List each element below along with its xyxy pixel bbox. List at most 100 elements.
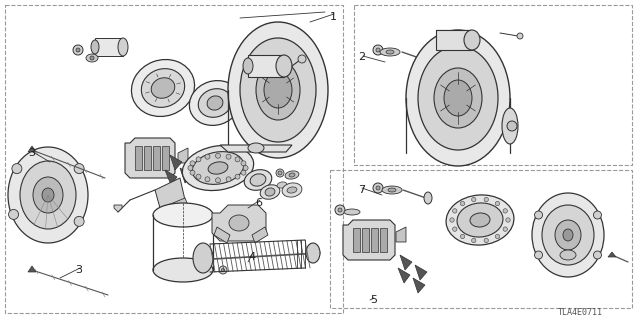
- Ellipse shape: [42, 188, 54, 202]
- Circle shape: [338, 208, 342, 212]
- Ellipse shape: [193, 243, 213, 273]
- Circle shape: [219, 266, 227, 274]
- Circle shape: [216, 178, 221, 183]
- Ellipse shape: [542, 205, 594, 265]
- Circle shape: [503, 227, 508, 231]
- Circle shape: [450, 218, 454, 222]
- Bar: [362, 228, 369, 252]
- Circle shape: [452, 227, 457, 231]
- Polygon shape: [114, 205, 122, 212]
- Polygon shape: [178, 148, 188, 163]
- Ellipse shape: [256, 60, 300, 120]
- Text: TLA4E0711: TLA4E0711: [557, 308, 602, 317]
- Bar: [354, 5, 632, 165]
- Ellipse shape: [306, 243, 320, 263]
- Circle shape: [495, 201, 500, 206]
- Ellipse shape: [563, 229, 573, 241]
- Polygon shape: [252, 227, 268, 243]
- Polygon shape: [155, 178, 185, 208]
- Circle shape: [517, 33, 523, 39]
- Circle shape: [76, 48, 80, 52]
- Polygon shape: [608, 252, 616, 257]
- Ellipse shape: [91, 40, 99, 54]
- Ellipse shape: [382, 186, 402, 194]
- Ellipse shape: [502, 108, 518, 144]
- Ellipse shape: [420, 53, 430, 67]
- Ellipse shape: [457, 203, 503, 237]
- Circle shape: [593, 251, 602, 259]
- Bar: [153, 146, 160, 170]
- Ellipse shape: [244, 170, 272, 190]
- Text: 3: 3: [28, 148, 35, 158]
- Bar: [353, 228, 360, 252]
- Polygon shape: [214, 227, 230, 243]
- Circle shape: [73, 45, 83, 55]
- Circle shape: [503, 209, 508, 213]
- Ellipse shape: [189, 81, 241, 125]
- Circle shape: [90, 56, 94, 60]
- Circle shape: [188, 165, 193, 171]
- Circle shape: [205, 154, 210, 159]
- Ellipse shape: [240, 38, 316, 142]
- Text: 1: 1: [330, 12, 337, 22]
- Ellipse shape: [192, 152, 244, 184]
- Ellipse shape: [208, 162, 228, 174]
- Ellipse shape: [8, 147, 88, 243]
- Polygon shape: [415, 265, 427, 280]
- Circle shape: [534, 251, 543, 259]
- Circle shape: [373, 45, 383, 55]
- Circle shape: [235, 157, 240, 162]
- Ellipse shape: [276, 55, 292, 77]
- Circle shape: [241, 170, 246, 175]
- Circle shape: [243, 165, 248, 171]
- Circle shape: [12, 164, 22, 174]
- Circle shape: [276, 169, 284, 177]
- Circle shape: [472, 238, 476, 243]
- Ellipse shape: [532, 193, 604, 277]
- Ellipse shape: [151, 78, 175, 98]
- Circle shape: [593, 211, 602, 219]
- Ellipse shape: [86, 54, 98, 62]
- Ellipse shape: [464, 30, 480, 50]
- Circle shape: [190, 161, 195, 166]
- Bar: [248, 55, 284, 77]
- Circle shape: [216, 153, 221, 158]
- Text: 7: 7: [358, 185, 365, 195]
- Ellipse shape: [388, 188, 396, 192]
- Text: 4: 4: [248, 252, 255, 262]
- Ellipse shape: [260, 185, 280, 199]
- Ellipse shape: [265, 188, 275, 196]
- Circle shape: [460, 234, 465, 239]
- Ellipse shape: [285, 171, 299, 179]
- Polygon shape: [28, 266, 36, 272]
- Bar: [436, 30, 472, 50]
- Ellipse shape: [264, 72, 292, 108]
- Polygon shape: [398, 268, 410, 283]
- Polygon shape: [170, 155, 182, 170]
- Ellipse shape: [182, 146, 253, 190]
- Circle shape: [278, 171, 282, 175]
- Bar: [5, 5, 343, 313]
- Ellipse shape: [153, 258, 213, 282]
- Ellipse shape: [141, 68, 185, 108]
- Text: 3: 3: [75, 265, 82, 275]
- Ellipse shape: [444, 80, 472, 116]
- Ellipse shape: [228, 22, 328, 158]
- Ellipse shape: [418, 46, 498, 150]
- Bar: [162, 146, 169, 170]
- Bar: [371, 228, 378, 252]
- Circle shape: [373, 183, 383, 193]
- Polygon shape: [28, 146, 36, 152]
- Ellipse shape: [207, 96, 223, 110]
- Ellipse shape: [386, 50, 394, 54]
- Circle shape: [506, 218, 510, 222]
- Polygon shape: [168, 198, 192, 222]
- Polygon shape: [165, 170, 177, 185]
- Bar: [144, 146, 151, 170]
- Ellipse shape: [118, 38, 128, 56]
- Circle shape: [205, 177, 210, 182]
- Ellipse shape: [470, 213, 490, 227]
- Ellipse shape: [434, 68, 482, 128]
- Circle shape: [472, 197, 476, 202]
- Text: 6: 6: [255, 198, 262, 208]
